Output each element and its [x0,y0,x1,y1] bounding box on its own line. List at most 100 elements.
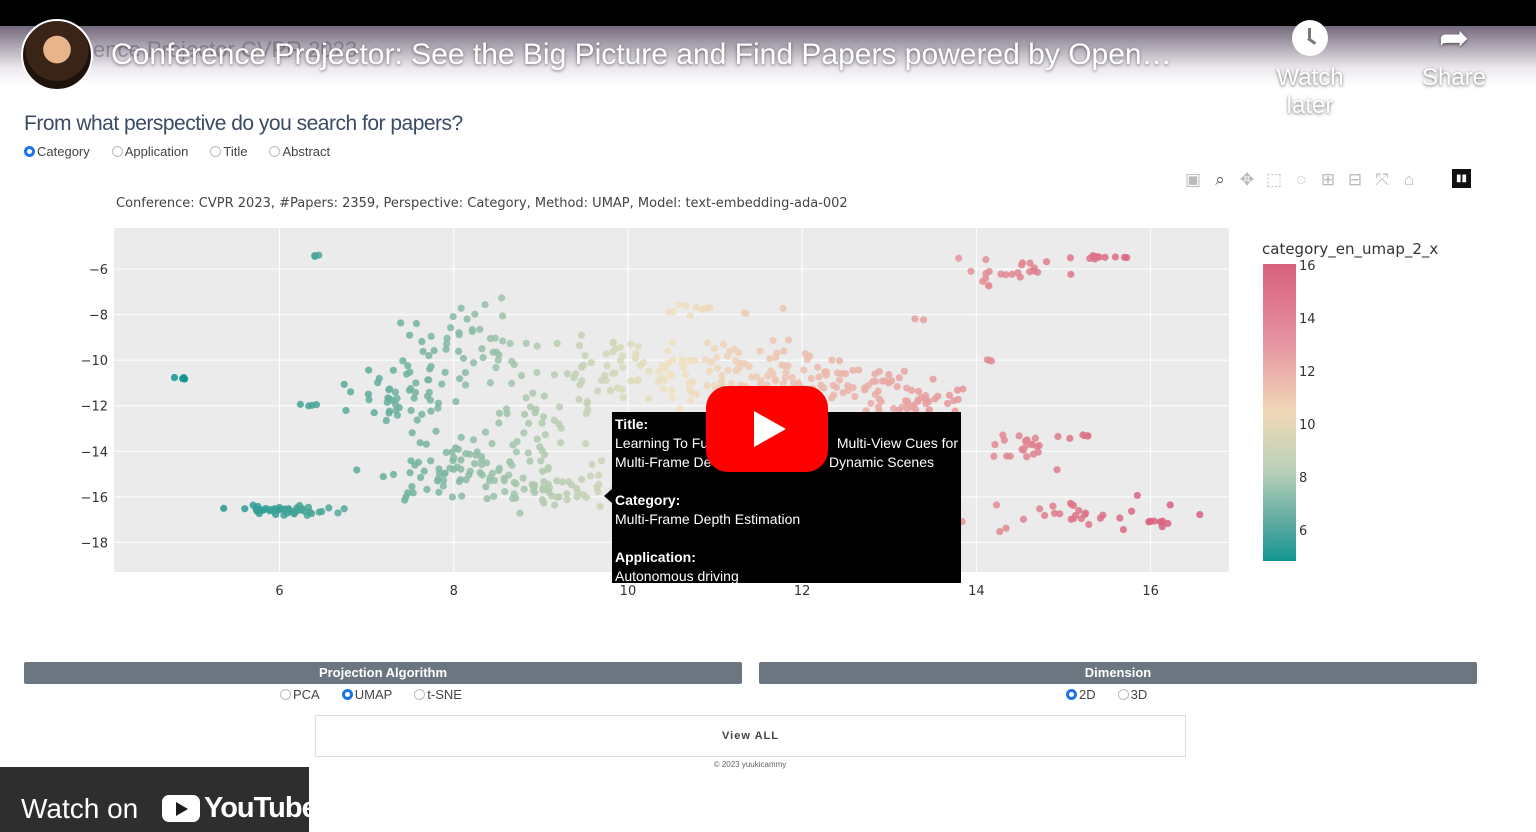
scatter-point [1123,253,1131,262]
scatter-point [389,470,398,479]
scatter-point [567,481,576,489]
scatter-point [457,456,465,464]
scatter-point [517,372,526,380]
page-title-background: ence Projector CVPR 2023 [93,37,358,62]
y-tick-label: −10 [81,354,108,369]
scatter-point [991,440,999,449]
camera-icon[interactable]: ▣ [1184,170,1202,189]
scatter-point [724,366,732,374]
scatter-point [1015,432,1023,440]
watch-on-youtube-button[interactable]: Watch on YouTube [0,767,318,832]
scatter-point [555,403,564,411]
zoom-out-icon[interactable]: ⊟ [1347,170,1363,189]
zoom-in-icon[interactable]: ⊞ [1320,170,1336,189]
scatter-point [404,362,412,370]
view-all-button[interactable]: View ALL [315,715,1186,757]
channel-avatar[interactable] [21,19,93,91]
scatter-point [713,354,721,362]
scatter-point [508,494,517,503]
scatter-point [664,308,672,316]
scatter-point [844,382,852,390]
scatter-point [834,369,842,377]
scatter-point [1053,466,1061,474]
video-play-button[interactable] [706,386,828,472]
projection-option-pca[interactable]: PCA [280,687,320,702]
scatter-point [284,505,293,513]
scatter-point [944,399,952,408]
scatter-point [836,357,844,365]
scatter-point [540,499,548,507]
scatter-point [425,352,433,360]
zoom-icon[interactable]: ⌕ [1215,170,1225,189]
box-select-icon[interactable]: ⬚ [1265,170,1283,189]
perspective-option-title[interactable]: Title [210,144,247,159]
projection-option-umap[interactable]: UMAP [341,687,392,702]
scatter-point [494,356,502,364]
scatter-point [553,477,561,485]
colorbar-tick-label: 12 [1299,364,1316,380]
scatter-point [686,397,695,405]
watch-on-label: Watch on [21,793,139,824]
scatter-point [587,359,595,367]
scatter-point [835,376,844,384]
scatter-point [985,356,993,364]
share-button[interactable]: ➦ Share [1394,20,1514,92]
scatter-point [742,309,750,318]
autoscale-icon[interactable]: ⤧ [1375,170,1389,189]
scatter-point [757,376,765,385]
radio-label: Title [223,144,248,159]
scatter-point [412,319,421,328]
scatter-point [1101,253,1109,261]
lasso-icon[interactable]: ◌ [1295,170,1307,189]
scatter-point [769,336,777,345]
scatter-point [766,355,774,363]
scatter-point [402,370,411,378]
video-title[interactable]: Conference Projector: See the Big Pictur… [111,38,1172,71]
perspective-question: From what perspective do you search for … [24,112,463,135]
reset-axes-icon[interactable]: ⌂ [1403,170,1415,189]
scatter-point [476,325,484,333]
perspective-option-category[interactable]: Category [24,144,90,159]
scatter-point [1003,452,1011,460]
scatter-point [925,406,933,414]
youtube-logo-icon: YouTube [162,792,318,825]
scatter-point [778,361,786,369]
radio-selected-icon [24,146,35,157]
scatter-point [447,324,455,332]
scatter-point [501,488,509,496]
scatter-point [732,367,740,375]
perspective-option-abstract[interactable]: Abstract [269,144,330,159]
scatter-point [780,347,788,355]
y-tick-label: −8 [89,309,108,324]
scatter-point [593,387,602,395]
scatter-point [512,480,520,488]
pan-icon[interactable]: ✥ [1239,170,1255,189]
scatter-point [537,457,545,465]
dimension-option-3d[interactable]: 3D [1117,687,1147,702]
scatter-point [574,488,582,496]
scatter-point [433,477,442,485]
scatter-point [553,493,561,501]
watch-later-button[interactable]: Watch later [1250,20,1370,120]
scatter-point [668,386,676,394]
scatter-point [391,400,400,408]
y-axis-ticks: −6 −8 −10 −12 −14 −16 −18 [81,263,108,551]
dimension-option-2d[interactable]: 2D [1066,687,1096,702]
scatter-point [471,460,479,468]
scatter-point [603,362,611,370]
scatter-point [488,439,496,448]
scatter-point [340,505,348,513]
plotly-logo-icon[interactable]: ▮▮ [1452,169,1471,188]
scatter-point [342,406,350,415]
scatter-point [413,416,421,424]
scatter-point [895,374,903,382]
perspective-option-application[interactable]: Application [111,144,188,159]
scatter-point [611,369,619,377]
scatter-point [170,373,179,382]
scatter-point [477,452,486,461]
projection-option-tsne[interactable]: t-SNE [414,687,462,702]
scatter-point [616,343,625,352]
scatter-point [541,431,549,439]
scatter-point [1002,271,1010,279]
scatter-point [468,326,476,334]
